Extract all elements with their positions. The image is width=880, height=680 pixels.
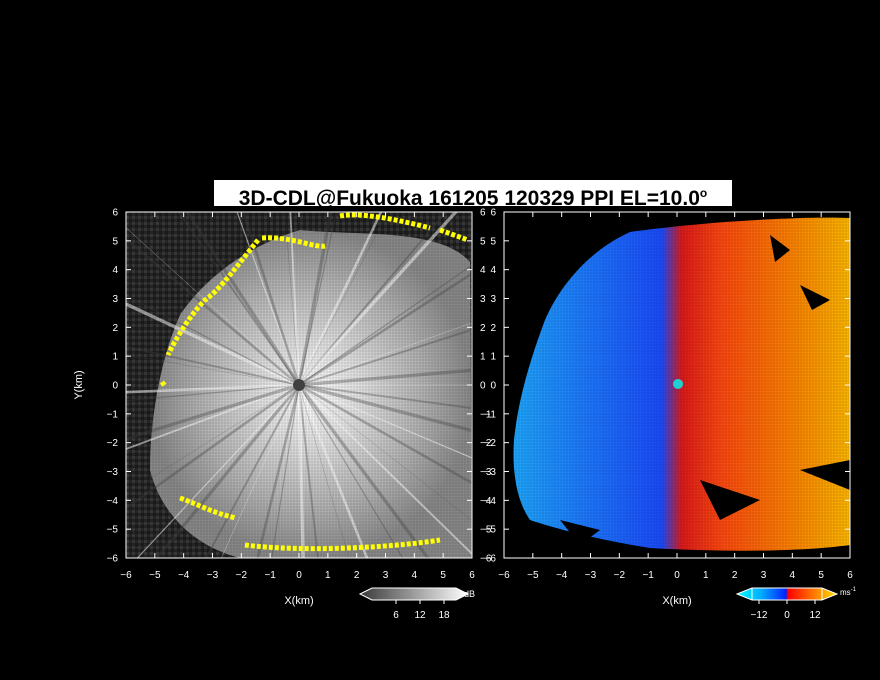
velocity-x-tick-label: 4 bbox=[790, 570, 796, 581]
snr-y-tick-label: −6 bbox=[107, 554, 119, 565]
snr-y-tick-label-right: 2 bbox=[480, 323, 486, 334]
snr-y-tick-label: −3 bbox=[107, 467, 119, 478]
snr-x-tick-label: −6 bbox=[120, 570, 132, 581]
snr-y-tick-label: 2 bbox=[112, 323, 118, 334]
velocity-y-tick-label: −1 bbox=[485, 409, 497, 420]
snr-x-axis-label: X(km) bbox=[284, 595, 313, 607]
snr-x-tick-label: −1 bbox=[264, 570, 276, 581]
snr-x-tick-label: 1 bbox=[325, 570, 331, 581]
snr-y-tick-label-right: −1 bbox=[480, 409, 492, 420]
snr-y-tick-label-right: 0 bbox=[480, 381, 486, 392]
velocity-y-tick-label: 3 bbox=[490, 294, 496, 305]
velocity-x-tick-label: 3 bbox=[761, 570, 767, 581]
snr-y-tick-label-right: −6 bbox=[480, 554, 492, 565]
velocity-colorbar: −12 0 12 ms-1 bbox=[735, 587, 857, 621]
chart-title-text: 3D-CDL@Fukuoka 161205 120329 PPI EL=10.0 bbox=[238, 187, 700, 210]
velocity-y-tick-label: 1 bbox=[490, 352, 496, 363]
y-axis-label: Y(km) bbox=[73, 370, 85, 399]
velocity-colorbar-tick-label: 0 bbox=[784, 610, 790, 621]
velocity-colorbar-tick-label: 12 bbox=[809, 610, 821, 621]
snr-x-tick-label: −3 bbox=[207, 570, 219, 581]
velocity-x-tick-label: −2 bbox=[614, 570, 626, 581]
velocity-x-tick-label: −1 bbox=[642, 570, 654, 581]
snr-x-tick-label: 5 bbox=[440, 570, 446, 581]
snr-x-tick-label: 0 bbox=[296, 570, 302, 581]
velocity-x-tick-label: −4 bbox=[556, 570, 568, 581]
velocity-colorbar-tick-label: −12 bbox=[751, 610, 768, 621]
velocity-panel: −6 −5 −4 −3 −2 −1 0 1 2 3 4 5 6 −6 −5 −4 −3 −2 −1 0 1 2 3 4 5 6 bbox=[485, 208, 854, 582]
snr-x-tick-label: −2 bbox=[236, 570, 248, 581]
snr-colorbar-tick-label: 18 bbox=[438, 610, 450, 621]
snr-y-tick-label: 0 bbox=[112, 381, 118, 392]
snr-y-tick-label: −1 bbox=[107, 409, 119, 420]
snr-y-tick-label: −2 bbox=[107, 438, 119, 449]
snr-y-tick-label: 3 bbox=[112, 294, 118, 305]
velocity-axis-ticks: −6 −5 −4 −3 −2 −1 0 1 2 3 4 5 6 −6 −5 −4 −3 −2 −1 0 1 2 3 4 5 6 bbox=[485, 208, 854, 582]
snr-x-tick-label: −4 bbox=[178, 570, 190, 581]
velocity-x-tick-label: 5 bbox=[818, 570, 824, 581]
snr-y-tick-label: −5 bbox=[107, 525, 119, 536]
snr-x-tick-label: 4 bbox=[412, 570, 418, 581]
velocity-y-tick-label: 4 bbox=[490, 265, 496, 276]
snr-colorbar-ticks: 6 12 18 bbox=[393, 600, 450, 621]
velocity-x-tick-label: −3 bbox=[585, 570, 597, 581]
snr-y-tick-label-right: 3 bbox=[480, 294, 486, 305]
velocity-x-tick-label: 2 bbox=[732, 570, 738, 581]
velocity-x-axis-label: X(km) bbox=[662, 595, 691, 607]
snr-y-tick-label-right: 6 bbox=[480, 208, 486, 219]
snr-colorbar-tick-label: 12 bbox=[414, 610, 426, 621]
snr-colorbar-tick-label: 6 bbox=[393, 610, 399, 621]
velocity-y-tick-label: 6 bbox=[490, 208, 496, 219]
velocity-y-tick-label: −5 bbox=[485, 525, 497, 536]
snr-y-tick-label: −4 bbox=[107, 496, 119, 507]
snr-y-tick-label: 1 bbox=[112, 352, 118, 363]
chart-title: 3D-CDL@Fukuoka 161205 120329 PPI EL=10.0… bbox=[214, 180, 732, 210]
velocity-x-tick-label: −6 bbox=[498, 570, 510, 581]
snr-x-tick-label: 6 bbox=[469, 570, 475, 581]
snr-y-tick-label-right: −3 bbox=[480, 467, 492, 478]
snr-y-tick-label-right: −5 bbox=[480, 525, 492, 536]
velocity-x-tick-label: 1 bbox=[703, 570, 709, 581]
snr-axis-ticks: −6 −5 −4 −3 −2 −1 0 1 2 3 4 5 6−6 −6−5 −5−4 −4−3 −3−2 −2−… bbox=[107, 208, 492, 582]
snr-y-tick-label: 4 bbox=[112, 265, 118, 276]
snr-y-tick-label-right: 5 bbox=[480, 236, 486, 247]
velocity-y-tick-label: −4 bbox=[485, 496, 497, 507]
velocity-colorbar-ticks: −12 0 12 bbox=[751, 600, 821, 621]
velocity-field bbox=[504, 212, 850, 558]
velocity-y-tick-label: 0 bbox=[490, 381, 496, 392]
velocity-y-tick-label: −2 bbox=[485, 438, 497, 449]
degree-mark: o bbox=[699, 186, 708, 200]
velocity-y-tick-label: 5 bbox=[490, 236, 496, 247]
snr-x-tick-label: 3 bbox=[383, 570, 389, 581]
velocity-x-tick-label: −5 bbox=[527, 570, 539, 581]
snr-y-tick-label-right: −4 bbox=[480, 496, 492, 507]
snr-y-tick-label-right: 1 bbox=[480, 352, 486, 363]
snr-y-tick-label: 6 bbox=[112, 208, 118, 219]
velocity-x-tick-label: 6 bbox=[847, 570, 853, 581]
snr-panel: −6 −5 −4 −3 −2 −1 0 1 2 3 4 5 6−6 −6−5 −5−4 −4−3 −3−2 −2−… bbox=[107, 208, 492, 582]
snr-x-tick-label: 2 bbox=[354, 570, 360, 581]
velocity-y-tick-label: 2 bbox=[490, 323, 496, 334]
snr-y-tick-label-right: −2 bbox=[480, 438, 492, 449]
velocity-y-tick-label: −6 bbox=[485, 554, 497, 565]
velocity-colorbar-unit: ms-1 bbox=[840, 587, 857, 597]
snr-colorbar-unit: dB bbox=[464, 589, 475, 599]
velocity-y-tick-label: −3 bbox=[485, 467, 497, 478]
snr-y-tick-label: 5 bbox=[112, 236, 118, 247]
snr-field bbox=[126, 212, 472, 558]
velocity-x-tick-label: 0 bbox=[674, 570, 680, 581]
snr-colorbar: 6 12 18 dB bbox=[358, 587, 475, 621]
snr-y-tick-label-right: 4 bbox=[480, 265, 486, 276]
snr-x-tick-label: −5 bbox=[149, 570, 161, 581]
